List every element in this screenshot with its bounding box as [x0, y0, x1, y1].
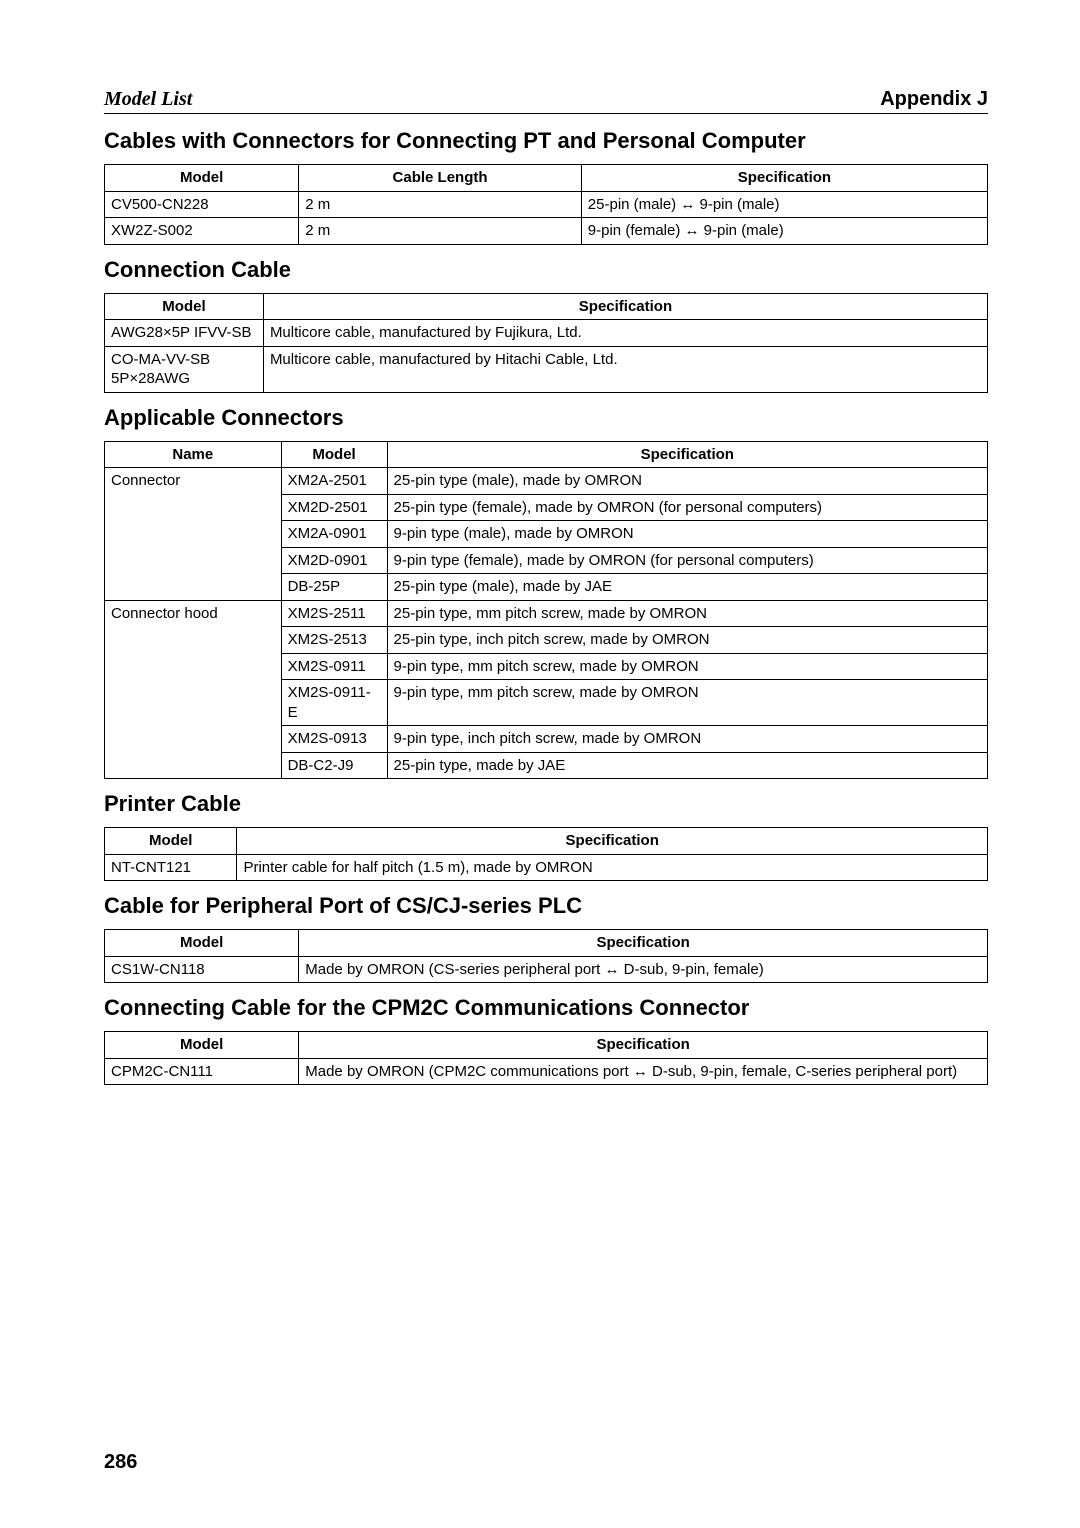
header-right: Appendix J [880, 88, 988, 111]
table-cell: 9-pin type (female), made by OMRON (for … [387, 547, 987, 574]
table-cell: AWG28×5P IFVV-SB [105, 320, 264, 347]
table-row: ConnectorXM2A-250125-pin type (male), ma… [105, 468, 988, 495]
table-row: XM2D-250125-pin type (female), made by O… [105, 494, 988, 521]
table-cell: XM2A-0901 [281, 521, 387, 548]
table-header: Cable Length [299, 165, 582, 192]
table-row: XM2S-0911-E9-pin type, mm pitch screw, m… [105, 680, 988, 726]
table-cell: XW2Z-S002 [105, 218, 299, 245]
table-cell: CS1W-CN118 [105, 956, 299, 983]
table-cell: CV500-CN228 [105, 191, 299, 218]
table-peripheral-port: ModelSpecificationCS1W-CN118Made by OMRO… [104, 929, 988, 983]
table-row: NT-CNT121Printer cable for half pitch (1… [105, 854, 988, 881]
table-cell: 9-pin (female) ↔ 9-pin (male) [581, 218, 987, 245]
table-cell [105, 752, 282, 779]
table-cell: Printer cable for half pitch (1.5 m), ma… [237, 854, 988, 881]
table-cell: Made by OMRON (CPM2C communications port… [299, 1058, 988, 1085]
table-cell: DB-25P [281, 574, 387, 601]
table-cell [105, 726, 282, 753]
table-cell: XM2S-2513 [281, 627, 387, 654]
table-cell [105, 521, 282, 548]
table-header: Specification [581, 165, 987, 192]
table-row: CV500-CN2282 m25-pin (male) ↔ 9-pin (mal… [105, 191, 988, 218]
section-title-cpm2c: Connecting Cable for the CPM2C Communica… [104, 995, 988, 1021]
table-cell: NT-CNT121 [105, 854, 237, 881]
table-cell: 25-pin (male) ↔ 9-pin (male) [581, 191, 987, 218]
section-title-peripheral-port: Cable for Peripheral Port of CS/CJ-serie… [104, 893, 988, 919]
table-row: XM2A-09019-pin type (male), made by OMRO… [105, 521, 988, 548]
table-row: XM2S-09139-pin type, inch pitch screw, m… [105, 726, 988, 753]
table-cell: 25-pin type (male), made by JAE [387, 574, 987, 601]
table-header: Model [281, 441, 387, 468]
table-header: Model [105, 828, 237, 855]
table-cell: XM2S-0913 [281, 726, 387, 753]
table-row: XM2D-09019-pin type (female), made by OM… [105, 547, 988, 574]
header-left: Model List [104, 88, 192, 111]
table-printer-cable: ModelSpecificationNT-CNT121Printer cable… [104, 827, 988, 881]
table-cell: CO-MA-VV-SB 5P×28AWG [105, 346, 264, 392]
table-cell: XM2D-0901 [281, 547, 387, 574]
table-cell: XM2S-2511 [281, 600, 387, 627]
table-row: XM2S-251325-pin type, inch pitch screw, … [105, 627, 988, 654]
table-cell [105, 627, 282, 654]
table-header: Model [105, 1032, 299, 1059]
page-number: 286 [104, 1451, 137, 1474]
table-header: Specification [387, 441, 987, 468]
table-header: Model [105, 165, 299, 192]
table-cables-pt-pc: ModelCable LengthSpecificationCV500-CN22… [104, 164, 988, 245]
table-header: Specification [299, 1032, 988, 1059]
table-cell: 25-pin type (male), made by OMRON [387, 468, 987, 495]
table-cell [105, 653, 282, 680]
section-title-connection-cable: Connection Cable [104, 257, 988, 283]
table-cell: 9-pin type, mm pitch screw, made by OMRO… [387, 680, 987, 726]
table-header: Specification [263, 293, 987, 320]
table-row: DB-C2-J925-pin type, made by JAE [105, 752, 988, 779]
table-header: Name [105, 441, 282, 468]
table-row: XW2Z-S0022 m9-pin (female) ↔ 9-pin (male… [105, 218, 988, 245]
table-cell: Multicore cable, manufactured by Hitachi… [263, 346, 987, 392]
table-connection-cable: ModelSpecificationAWG28×5P IFVV-SBMultic… [104, 293, 988, 393]
table-cell: 25-pin type, inch pitch screw, made by O… [387, 627, 987, 654]
table-cell [105, 547, 282, 574]
section-title-cables-pt-pc: Cables with Connectors for Connecting PT… [104, 128, 988, 154]
table-cell: Connector [105, 468, 282, 495]
table-cell [105, 680, 282, 726]
table-cell: XM2S-0911 [281, 653, 387, 680]
table-row: CPM2C-CN111Made by OMRON (CPM2C communic… [105, 1058, 988, 1085]
table-applicable-connectors: NameModelSpecificationConnectorXM2A-2501… [104, 441, 988, 780]
table-cell: 25-pin type (female), made by OMRON (for… [387, 494, 987, 521]
table-row: CS1W-CN118Made by OMRON (CS-series perip… [105, 956, 988, 983]
table-header: Model [105, 293, 264, 320]
table-cell: 9-pin type, mm pitch screw, made by OMRO… [387, 653, 987, 680]
table-cell: 2 m [299, 191, 582, 218]
table-cell: XM2A-2501 [281, 468, 387, 495]
table-cell: XM2S-0911-E [281, 680, 387, 726]
table-cell: CPM2C-CN111 [105, 1058, 299, 1085]
section-title-applicable-connectors: Applicable Connectors [104, 405, 988, 431]
table-row: XM2S-09119-pin type, mm pitch screw, mad… [105, 653, 988, 680]
table-cell: Made by OMRON (CS-series peripheral port… [299, 956, 988, 983]
table-cell: 25-pin type, mm pitch screw, made by OMR… [387, 600, 987, 627]
table-header: Specification [237, 828, 988, 855]
table-cell: XM2D-2501 [281, 494, 387, 521]
table-row: Connector hoodXM2S-251125-pin type, mm p… [105, 600, 988, 627]
table-cell: 9-pin type (male), made by OMRON [387, 521, 987, 548]
table-cell: Multicore cable, manufactured by Fujikur… [263, 320, 987, 347]
table-cell: 2 m [299, 218, 582, 245]
table-row: CO-MA-VV-SB 5P×28AWGMulticore cable, man… [105, 346, 988, 392]
page-header: Model List Appendix J [104, 88, 988, 114]
table-cell: DB-C2-J9 [281, 752, 387, 779]
table-header: Model [105, 930, 299, 957]
table-row: DB-25P25-pin type (male), made by JAE [105, 574, 988, 601]
table-cell: 25-pin type, made by JAE [387, 752, 987, 779]
table-cell: Connector hood [105, 600, 282, 627]
table-cpm2c: ModelSpecificationCPM2C-CN111Made by OMR… [104, 1031, 988, 1085]
table-row: AWG28×5P IFVV-SBMulticore cable, manufac… [105, 320, 988, 347]
table-header: Specification [299, 930, 988, 957]
table-cell [105, 574, 282, 601]
table-cell [105, 494, 282, 521]
table-cell: 9-pin type, inch pitch screw, made by OM… [387, 726, 987, 753]
section-title-printer-cable: Printer Cable [104, 791, 988, 817]
